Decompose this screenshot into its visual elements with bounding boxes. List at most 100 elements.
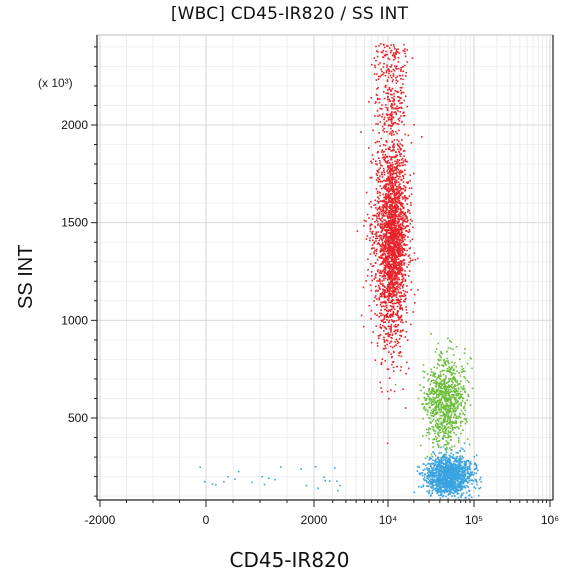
- data-point: [451, 425, 453, 427]
- data-point: [441, 490, 443, 493]
- data-point: [465, 462, 467, 465]
- data-point: [453, 462, 455, 465]
- data-point: [444, 430, 447, 432]
- data-point: [405, 306, 407, 308]
- data-point: [381, 104, 383, 106]
- data-point: [380, 263, 383, 265]
- data-point: [423, 407, 425, 410]
- data-point: [459, 383, 461, 385]
- data-point: [383, 277, 385, 279]
- data-point: [396, 238, 399, 240]
- data-point: [444, 470, 446, 473]
- data-point: [435, 392, 437, 395]
- data-point: [430, 473, 433, 476]
- data-point: [392, 148, 394, 151]
- data-point: [398, 200, 401, 203]
- data-point: [387, 277, 390, 279]
- data-point: [394, 166, 396, 169]
- data-point: [384, 259, 387, 261]
- data-point: [386, 187, 389, 190]
- data-point: [399, 287, 401, 290]
- data-point: [392, 75, 395, 77]
- data-point: [390, 187, 393, 190]
- data-point: [388, 286, 391, 289]
- data-point: [439, 408, 441, 410]
- data-point: [450, 471, 452, 474]
- data-point: [429, 472, 432, 474]
- data-point: [389, 155, 391, 158]
- data-point: [433, 475, 435, 478]
- data-point: [448, 442, 450, 445]
- data-point: [398, 226, 401, 228]
- data-point: [439, 392, 441, 394]
- data-point: [395, 261, 397, 263]
- data-point: [453, 482, 455, 485]
- data-point: [394, 288, 397, 290]
- data-point: [390, 296, 393, 298]
- data-point: [420, 486, 423, 488]
- data-point: [426, 475, 429, 478]
- data-point: [399, 218, 401, 221]
- data-point: [455, 426, 458, 428]
- data-point: [459, 477, 462, 480]
- data-point: [458, 461, 460, 464]
- data-point: [393, 227, 396, 230]
- data-point: [393, 143, 395, 145]
- data-point: [394, 277, 397, 280]
- data-point: [378, 334, 381, 337]
- data-point: [411, 220, 413, 222]
- data-point: [389, 221, 391, 224]
- data-point: [454, 400, 457, 403]
- data-point: [446, 459, 449, 462]
- data-point: [401, 261, 403, 264]
- data-point: [394, 313, 397, 316]
- data-point: [455, 390, 457, 392]
- data-point: [391, 156, 393, 158]
- data-point: [402, 83, 404, 85]
- data-point: [391, 277, 394, 280]
- data-point: [375, 252, 378, 255]
- data-point: [400, 283, 402, 285]
- data-point: [446, 398, 449, 400]
- data-point: [459, 464, 461, 467]
- data-point: [377, 290, 379, 292]
- data-point: [376, 342, 379, 344]
- data-point: [388, 275, 391, 278]
- data-point: [447, 426, 449, 429]
- data-point: [432, 480, 434, 483]
- data-point: [396, 275, 398, 277]
- data-point: [402, 181, 405, 183]
- data-point: [478, 494, 480, 497]
- data-point: [401, 268, 404, 271]
- data-point: [427, 485, 430, 487]
- data-point: [388, 210, 390, 212]
- data-point: [458, 372, 460, 374]
- data-point: [451, 380, 453, 382]
- data-point: [395, 154, 398, 156]
- data-point: [370, 160, 372, 163]
- data-point: [378, 132, 380, 134]
- data-point: [429, 428, 432, 430]
- data-point: [449, 395, 451, 398]
- data-point: [434, 461, 437, 464]
- data-point: [428, 459, 431, 461]
- data-point: [434, 489, 437, 492]
- data-point: [368, 217, 370, 219]
- data-point: [428, 388, 430, 390]
- data-point: [389, 314, 391, 317]
- data-point: [382, 288, 384, 291]
- data-point: [432, 401, 434, 403]
- data-point: [475, 454, 478, 457]
- data-point: [446, 414, 448, 416]
- data-point: [444, 486, 446, 489]
- data-point: [435, 412, 438, 414]
- data-point: [422, 478, 425, 480]
- data-point: [441, 462, 443, 465]
- data-point: [455, 393, 458, 395]
- data-point: [380, 210, 382, 213]
- data-point: [363, 219, 366, 222]
- data-point: [396, 132, 398, 135]
- data-point: [390, 247, 393, 249]
- data-point: [392, 131, 394, 133]
- data-point: [369, 284, 372, 287]
